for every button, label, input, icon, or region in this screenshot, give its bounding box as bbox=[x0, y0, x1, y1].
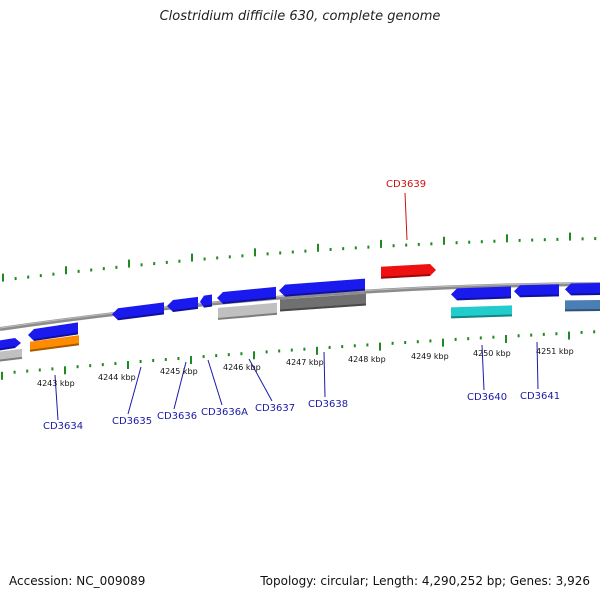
gene-label-cd3637[interactable]: CD3637 bbox=[255, 403, 295, 414]
gene-arrow-cd3641-shade bbox=[520, 295, 559, 296]
gene-label-cd3636a[interactable]: CD3636A bbox=[201, 407, 248, 418]
scale-label: 4250 kbp bbox=[473, 349, 511, 358]
scale-label: 4249 kbp bbox=[411, 352, 449, 361]
genome-map[interactable]: 4243 kbp 4244 kbp 4245 kbp 4246 kbp 4247 kbp… bbox=[0, 0, 600, 600]
gene-label-cd3635[interactable]: CD3635 bbox=[112, 416, 152, 427]
scale-labels: 4243 kbp 4244 kbp 4245 kbp 4246 kbp 4247 kbp… bbox=[37, 347, 574, 388]
gene-label-cd3634[interactable]: CD3634 bbox=[43, 421, 83, 432]
outer-tick-track bbox=[3, 233, 595, 282]
gene-label-cd3636[interactable]: CD3636 bbox=[157, 411, 197, 422]
scale-label: 4247 kbp bbox=[286, 358, 324, 367]
accession-label: Accession: NC_009089 bbox=[9, 574, 145, 588]
scale-label: 4251 kbp bbox=[536, 347, 574, 356]
gene-track bbox=[0, 264, 600, 362]
gene-label-cd3638[interactable]: CD3638 bbox=[308, 399, 348, 410]
gene-label-cd3639[interactable]: CD3639 bbox=[386, 179, 426, 190]
gene-arrow-cd3636a-shade bbox=[204, 306, 212, 307]
leader-line bbox=[324, 352, 325, 397]
genome-map-view: Clostridium difficile 630, complete geno… bbox=[0, 0, 600, 600]
gene-label-cd3640[interactable]: CD3640 bbox=[467, 392, 507, 403]
scale-label: 4243 kbp bbox=[37, 379, 75, 388]
scale-label: 4245 kbp bbox=[160, 367, 198, 376]
scale-label: 4246 kbp bbox=[223, 363, 261, 372]
gene-label-cd3641[interactable]: CD3641 bbox=[520, 391, 560, 402]
scale-label: 4248 kbp bbox=[348, 355, 386, 364]
scale-label: 4244 kbp bbox=[98, 373, 136, 382]
topology-label: Topology: circular; Length: 4,290,252 bp… bbox=[260, 574, 590, 588]
leader-line bbox=[208, 360, 222, 405]
leader-line bbox=[405, 193, 407, 240]
